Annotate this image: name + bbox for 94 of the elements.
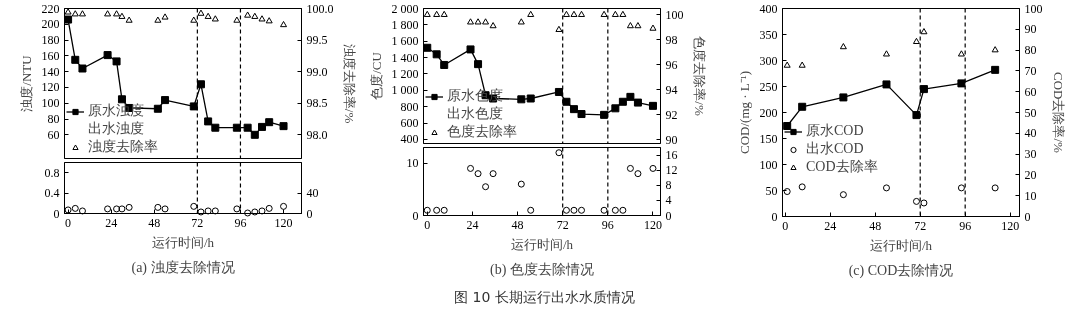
y-tick-label: 400 xyxy=(759,1,778,16)
y-axis-title: COD/(mg · L⁻¹) xyxy=(736,71,752,154)
x-axis-title: 运行时间/h xyxy=(869,237,933,253)
y2-tick-label: 4 xyxy=(665,193,672,208)
text: (c) COD去除情况 xyxy=(848,262,954,279)
y2-tick-label: 20 xyxy=(1024,167,1037,182)
x-tick-label: 96 xyxy=(234,215,247,230)
y-tick-label: 200 xyxy=(759,105,778,120)
x-tick-label: 120 xyxy=(643,217,662,232)
x-tick-label: 0 xyxy=(424,217,431,232)
y2-tick-label: 40 xyxy=(306,186,319,201)
y-tick-label: 800 xyxy=(400,99,419,114)
x-axis-title: 运行时间/h xyxy=(510,236,574,252)
legend-label: 原水色度 xyxy=(447,87,503,105)
y-tick-label: 120 xyxy=(41,80,60,95)
y-tick-label: 80 xyxy=(47,112,60,127)
y2-axis-title: 色度去除率/% xyxy=(691,36,707,116)
x-tick-label: 120 xyxy=(1001,218,1020,233)
legend-label: 原水COD xyxy=(806,122,864,140)
legend-label: COD去除率 xyxy=(806,158,878,176)
y-tick-label: 150 xyxy=(759,131,778,146)
text: (a) 浊度去除情况 xyxy=(131,259,235,276)
y-tick-label: 140 xyxy=(41,64,60,79)
y-tick-label: 600 xyxy=(400,116,419,131)
y-axis-title: 色度/CU xyxy=(368,51,384,100)
y2-tick-label: 70 xyxy=(1024,63,1037,78)
x-tick-label: 48 xyxy=(869,218,882,233)
y2-tick-label: 98 xyxy=(665,32,678,47)
y2-tick-label: 10 xyxy=(1024,188,1037,203)
y2-tick-label: 92 xyxy=(665,107,678,122)
legend-label: 出水COD xyxy=(806,140,864,158)
y2-tick-label: 99.0 xyxy=(306,64,328,79)
y2-tick-label: 98.0 xyxy=(306,127,328,142)
x-tick-label: 0 xyxy=(65,215,72,230)
y2-tick-label: 12 xyxy=(665,163,678,178)
text: 出水浊度 xyxy=(88,120,144,138)
y2-tick-label: 90 xyxy=(665,132,678,147)
y2-tick-label: 100 xyxy=(1024,1,1043,16)
x-tick-label: 24 xyxy=(824,218,837,233)
y2-tick-label: 80 xyxy=(1024,43,1037,58)
y-tick-label: 0.4 xyxy=(44,186,60,201)
y-tick-label: 100 xyxy=(41,96,60,111)
y2-tick-label: 100.0 xyxy=(306,1,334,16)
y2-tick-label: 50 xyxy=(1024,105,1037,120)
y-tick-label: 350 xyxy=(759,27,778,42)
y2-axis-title: 浊度去除率/% xyxy=(341,43,357,124)
y2-tick-label: 60 xyxy=(1024,84,1037,99)
x-tick-label: 0 xyxy=(782,218,789,233)
y-tick-label: 180 xyxy=(41,33,60,48)
y-tick-label: 300 xyxy=(759,53,778,68)
y2-tick-label: 30 xyxy=(1024,147,1037,162)
legend-label: 浊度去除率 xyxy=(88,138,158,156)
x-tick-label: 72 xyxy=(191,215,204,230)
y2-axis-title: COD去除率/% xyxy=(1050,72,1066,154)
y-tick-label: 160 xyxy=(41,48,60,63)
y-tick-label: 200 xyxy=(41,17,60,32)
x-tick-label: 48 xyxy=(148,215,161,230)
y-tick-label: 250 xyxy=(759,79,778,94)
y-axis-title: 浊度/NTU xyxy=(18,54,34,112)
y-tick-label: 1 600 xyxy=(391,34,419,49)
y2-tick-label: 99.5 xyxy=(306,33,328,48)
y2-tick-label: 98.5 xyxy=(306,96,328,111)
caption: 图 10 长期运行出水水质情况 xyxy=(454,288,635,307)
y2-tick-label: 96 xyxy=(665,57,678,72)
y-tick-label: 100 xyxy=(759,157,778,172)
y-tick-label: 2 000 xyxy=(391,1,419,16)
y-tick-label: 1 200 xyxy=(391,66,419,81)
x-tick-label: 120 xyxy=(274,215,293,230)
x-tick-label: 24 xyxy=(466,217,479,232)
y-tick-label: 50 xyxy=(765,183,778,198)
x-tick-label: 72 xyxy=(914,218,927,233)
x-axis-title: 运行时间/h xyxy=(151,234,215,250)
x-tick-label: 72 xyxy=(556,217,569,232)
y2-tick-label: 16 xyxy=(665,148,678,163)
y-tick-label: 1 800 xyxy=(391,17,419,32)
y-tick-label: 60 xyxy=(47,127,60,142)
text: 出水色度 xyxy=(447,105,503,123)
y2-tick-label: 94 xyxy=(665,82,678,97)
x-tick-label: 96 xyxy=(959,218,972,233)
y2-tick-label: 90 xyxy=(1024,22,1037,37)
y-tick-label: 10 xyxy=(406,156,419,171)
x-tick-label: 48 xyxy=(511,217,524,232)
y-tick-label: 220 xyxy=(41,1,60,16)
text: (b) 色度去除情况 xyxy=(490,261,594,278)
y-tick-label: 1 000 xyxy=(391,83,419,98)
y2-tick-label: 8 xyxy=(665,178,672,193)
x-tick-label: 24 xyxy=(105,215,118,230)
y-tick-label: 0.8 xyxy=(44,165,60,180)
y2-tick-label: 100 xyxy=(665,7,684,22)
y-tick-label: 1 400 xyxy=(391,50,419,65)
legend-label: 色度去除率 xyxy=(447,123,517,141)
y2-tick-label: 40 xyxy=(1024,126,1037,141)
y-tick-label: 400 xyxy=(400,131,419,146)
x-tick-label: 96 xyxy=(601,217,614,232)
